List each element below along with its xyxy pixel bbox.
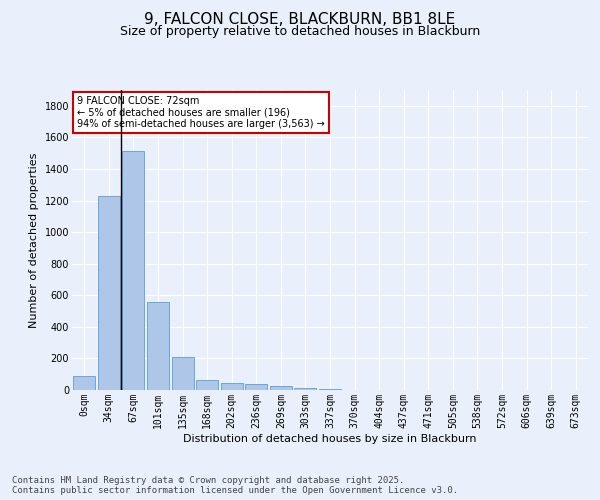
Text: 9 FALCON CLOSE: 72sqm
← 5% of detached houses are smaller (196)
94% of semi-deta: 9 FALCON CLOSE: 72sqm ← 5% of detached h… — [77, 96, 325, 129]
Text: Contains HM Land Registry data © Crown copyright and database right 2025.
Contai: Contains HM Land Registry data © Crown c… — [12, 476, 458, 495]
Bar — [245, 384, 268, 390]
Bar — [172, 357, 194, 390]
Bar — [122, 151, 145, 390]
Bar — [98, 196, 120, 390]
Text: 9, FALCON CLOSE, BLACKBURN, BB1 8LE: 9, FALCON CLOSE, BLACKBURN, BB1 8LE — [145, 12, 455, 28]
Text: Size of property relative to detached houses in Blackburn: Size of property relative to detached ho… — [120, 25, 480, 38]
Bar — [147, 302, 169, 390]
Bar — [196, 380, 218, 390]
X-axis label: Distribution of detached houses by size in Blackburn: Distribution of detached houses by size … — [183, 434, 477, 444]
Bar — [319, 389, 341, 390]
Y-axis label: Number of detached properties: Number of detached properties — [29, 152, 39, 328]
Bar — [270, 386, 292, 390]
Bar — [73, 376, 95, 390]
Bar — [221, 383, 243, 390]
Bar — [295, 388, 316, 390]
